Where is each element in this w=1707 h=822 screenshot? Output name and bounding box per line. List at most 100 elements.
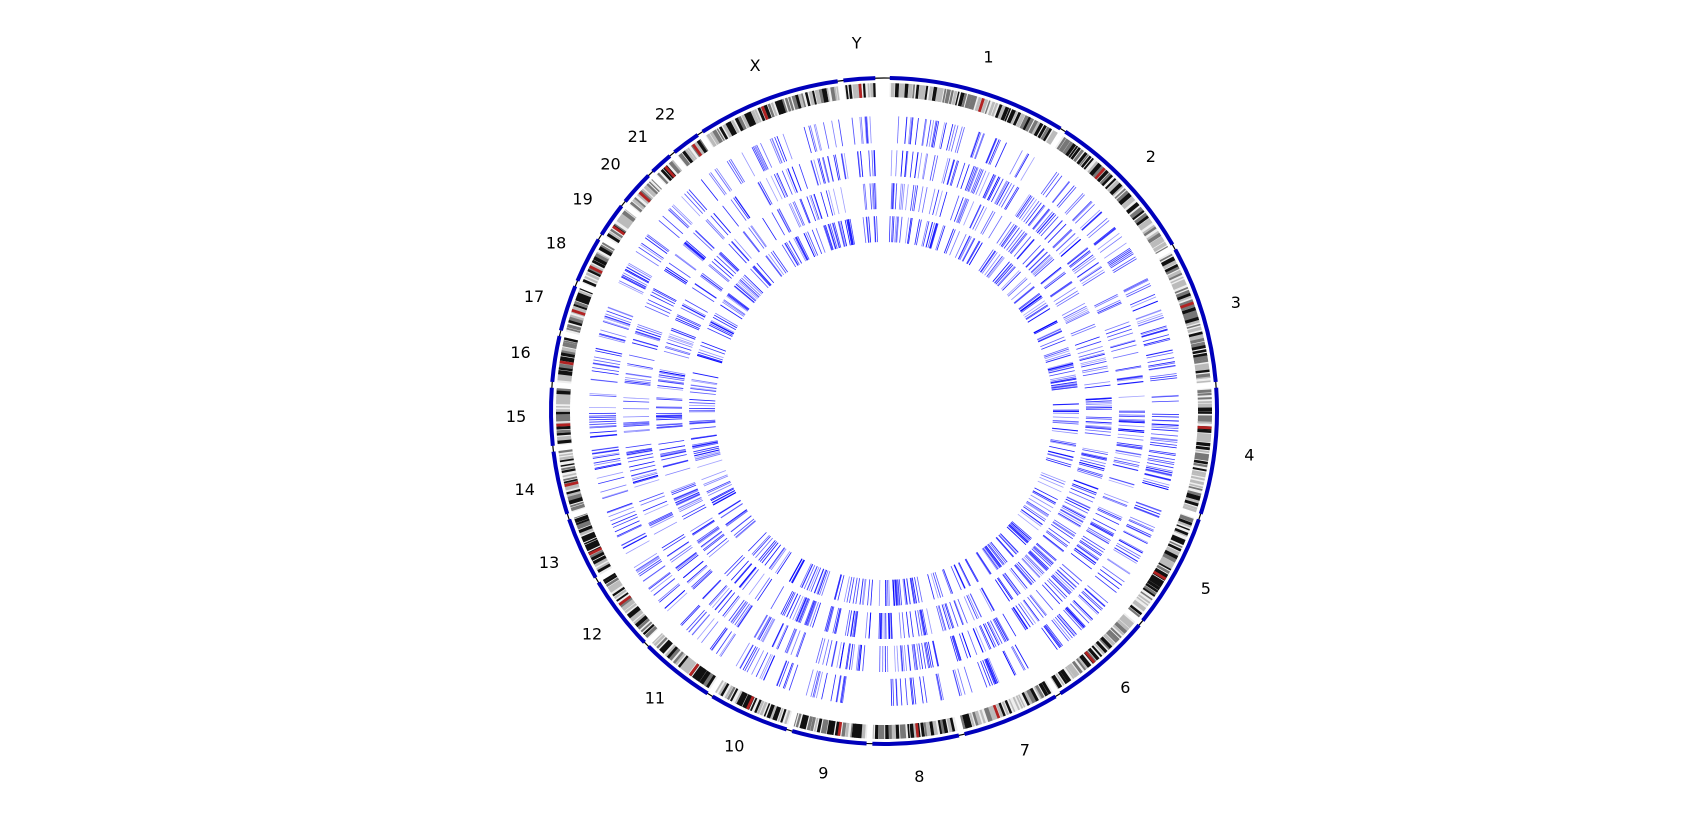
feature-mark — [1077, 262, 1100, 278]
feature-mark — [683, 561, 704, 579]
feature-mark — [832, 607, 840, 634]
feature-mark — [917, 152, 923, 179]
feature-mark — [606, 502, 633, 513]
feature-mark — [799, 598, 811, 624]
feature-mark — [938, 605, 947, 631]
feature-mark — [1151, 425, 1179, 428]
feature-mark — [940, 122, 947, 150]
feature-mark — [989, 139, 1001, 165]
cytoband — [959, 715, 966, 730]
cytoband — [1148, 576, 1163, 588]
cytoband — [715, 680, 724, 694]
feature-mark — [751, 147, 765, 172]
feature-mark — [1068, 249, 1090, 267]
feature-mark — [842, 676, 847, 704]
feature-mark — [1060, 238, 1081, 257]
feature-mark — [627, 456, 654, 463]
feature-mark — [594, 462, 622, 469]
feature-mark — [1018, 197, 1035, 220]
feature-mark — [816, 569, 827, 595]
feature-mark — [983, 174, 996, 199]
feature-mark — [725, 509, 748, 526]
feature-mark — [641, 242, 664, 259]
feature-mark — [1102, 495, 1128, 507]
feature-mark — [1000, 224, 1017, 247]
feature-mark — [780, 590, 793, 615]
feature-mark — [1033, 320, 1058, 334]
feature-mark — [978, 625, 991, 650]
feature-mark — [669, 208, 690, 228]
feature-mark — [776, 660, 788, 687]
feature-mark — [722, 595, 740, 617]
cytoband — [1162, 260, 1177, 270]
cytoband — [766, 704, 775, 719]
feature-mark — [963, 596, 975, 621]
feature-mark — [865, 116, 868, 144]
feature-mark — [937, 673, 944, 701]
feature-mark — [616, 524, 642, 537]
feature-mark — [1061, 564, 1083, 582]
feature-mark — [692, 441, 718, 448]
cytoband — [1057, 671, 1068, 685]
feature-mark — [697, 526, 720, 543]
feature-mark — [742, 646, 757, 671]
cytoband — [1033, 686, 1042, 700]
feature-mark — [617, 525, 642, 538]
feature-mark — [1085, 416, 1112, 419]
feature-mark — [1048, 364, 1074, 372]
feature-mark — [1064, 501, 1088, 514]
feature-mark — [995, 537, 1014, 558]
feature-mark — [996, 265, 1015, 286]
feature-mark — [1038, 330, 1063, 343]
feature-mark — [1115, 449, 1142, 455]
feature-mark — [922, 221, 930, 247]
feature-mark — [952, 635, 961, 661]
feature-mark — [903, 645, 908, 672]
feature-mark — [1059, 566, 1080, 585]
feature-mark — [1050, 378, 1077, 384]
feature-mark — [1117, 380, 1144, 385]
cytoband — [1143, 226, 1157, 237]
feature-mark — [592, 363, 620, 369]
cytoband — [1041, 681, 1052, 695]
cytoband — [1103, 633, 1116, 646]
feature-mark — [827, 224, 836, 250]
feature-mark — [1047, 453, 1073, 462]
feature-mark — [901, 645, 905, 672]
feature-mark — [914, 610, 920, 637]
feature-mark — [997, 577, 1014, 600]
feature-mark — [829, 223, 838, 249]
feature-mark — [735, 283, 756, 302]
feature-mark — [1130, 296, 1157, 308]
feature-mark — [720, 304, 743, 320]
feature-mark — [1084, 384, 1111, 389]
feature-mark — [662, 460, 689, 468]
feature-mark — [635, 555, 659, 571]
feature-mark — [891, 216, 894, 243]
feature-mark — [896, 579, 899, 606]
feature-mark — [1064, 608, 1084, 629]
feature-mark — [1021, 558, 1040, 579]
feature-mark — [985, 138, 997, 164]
feature-mark — [664, 589, 686, 609]
feature-mark — [1064, 309, 1089, 322]
feature-mark — [1059, 511, 1083, 525]
cytoband — [737, 116, 747, 131]
feature-mark — [1027, 552, 1047, 572]
feature-mark — [730, 600, 747, 623]
feature-mark — [1125, 283, 1151, 296]
feature-mark — [664, 347, 691, 356]
features-12 — [633, 499, 757, 612]
feature-mark — [1109, 251, 1133, 268]
cytoband — [784, 710, 791, 725]
cytoband — [642, 623, 655, 636]
feature-mark — [778, 661, 790, 687]
feature-mark — [857, 151, 862, 178]
feature-mark — [1118, 424, 1145, 428]
feature-mark — [951, 635, 960, 661]
cytoband — [672, 651, 684, 664]
feature-mark — [959, 236, 972, 261]
feature-mark — [1077, 467, 1103, 476]
feature-mark — [968, 167, 979, 192]
feature-mark — [903, 578, 908, 605]
